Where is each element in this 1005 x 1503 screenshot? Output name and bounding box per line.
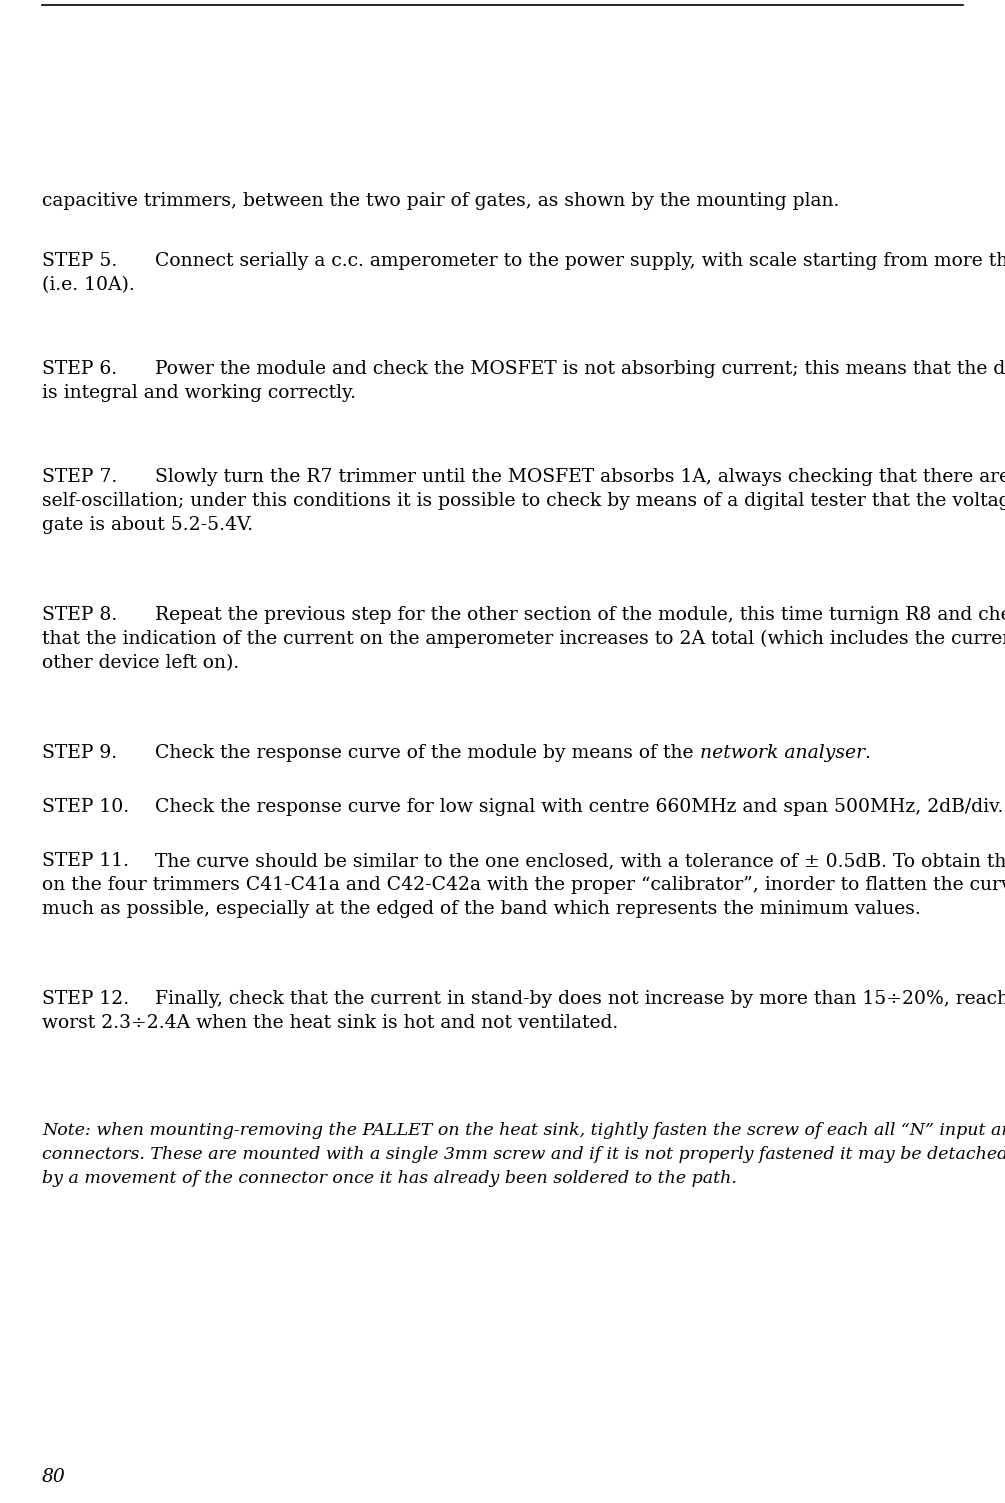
Text: STEP 9.: STEP 9. bbox=[42, 744, 118, 762]
Text: that the indication of the current on the amperometer increases to 2A total (whi: that the indication of the current on th… bbox=[42, 630, 1005, 648]
Text: .: . bbox=[864, 744, 870, 762]
Text: The curve should be similar to the one enclosed, with a tolerance of ± 0.5dB. To: The curve should be similar to the one e… bbox=[155, 852, 1005, 870]
Text: capacitive trimmers, between the two pair of gates, as shown by the mounting pla: capacitive trimmers, between the two pai… bbox=[42, 192, 839, 210]
Text: STEP 5.: STEP 5. bbox=[42, 253, 118, 271]
Text: worst 2.3÷2.4A when the heat sink is hot and not ventilated.: worst 2.3÷2.4A when the heat sink is hot… bbox=[42, 1015, 618, 1033]
Text: on the four trimmers C41-C41a and C42-C42a with the proper “calibrator”, inorder: on the four trimmers C41-C41a and C42-C4… bbox=[42, 876, 1005, 894]
Text: Slowly turn the R7 trimmer until the MOSFET absorbs 1A, always checking that the: Slowly turn the R7 trimmer until the MOS… bbox=[155, 467, 1005, 485]
Text: Note: when mounting-removing the PALLET on the heat sink, tightly fasten the scr: Note: when mounting-removing the PALLET … bbox=[42, 1123, 1005, 1139]
Text: is integral and working correctly.: is integral and working correctly. bbox=[42, 383, 356, 401]
Text: STEP 10.: STEP 10. bbox=[42, 798, 129, 816]
Text: connectors. These are mounted with a single 3mm screw and if it is not properly : connectors. These are mounted with a sin… bbox=[42, 1145, 1005, 1163]
Text: other device left on).: other device left on). bbox=[42, 654, 239, 672]
Text: Finally, check that the current in stand-by does not increase by more than 15÷20: Finally, check that the current in stand… bbox=[155, 990, 1005, 1009]
Text: STEP 7.: STEP 7. bbox=[42, 467, 118, 485]
Text: by a movement of the connector once it has already been soldered to the path.: by a movement of the connector once it h… bbox=[42, 1169, 737, 1187]
Text: network analyser: network analyser bbox=[699, 744, 864, 762]
Text: Repeat the previous step for the other section of the module, this time turnign : Repeat the previous step for the other s… bbox=[155, 606, 1005, 624]
Text: self-oscillation; under this conditions it is possible to check by means of a di: self-oscillation; under this conditions … bbox=[42, 491, 1005, 510]
Text: (i.e. 10A).: (i.e. 10A). bbox=[42, 277, 135, 295]
Text: Check the response curve of the module by means of the: Check the response curve of the module b… bbox=[155, 744, 699, 762]
Text: much as possible, especially at the edged of the band which represents the minim: much as possible, especially at the edge… bbox=[42, 900, 921, 918]
Text: Power the module and check the MOSFET is not absorbing current; this means that : Power the module and check the MOSFET is… bbox=[155, 361, 1005, 377]
Text: STEP 12.: STEP 12. bbox=[42, 990, 129, 1009]
Text: Check the response curve for low signal with centre 660MHz and span 500MHz, 2dB/: Check the response curve for low signal … bbox=[155, 798, 1003, 816]
Text: Connect serially a c.c. amperometer to the power supply, with scale starting fro: Connect serially a c.c. amperometer to t… bbox=[155, 253, 1005, 271]
Text: STEP 11.: STEP 11. bbox=[42, 852, 129, 870]
Text: STEP 6.: STEP 6. bbox=[42, 361, 118, 377]
Text: STEP 8.: STEP 8. bbox=[42, 606, 118, 624]
Text: 80: 80 bbox=[42, 1468, 65, 1486]
Text: gate is about 5.2-5.4V.: gate is about 5.2-5.4V. bbox=[42, 516, 253, 534]
